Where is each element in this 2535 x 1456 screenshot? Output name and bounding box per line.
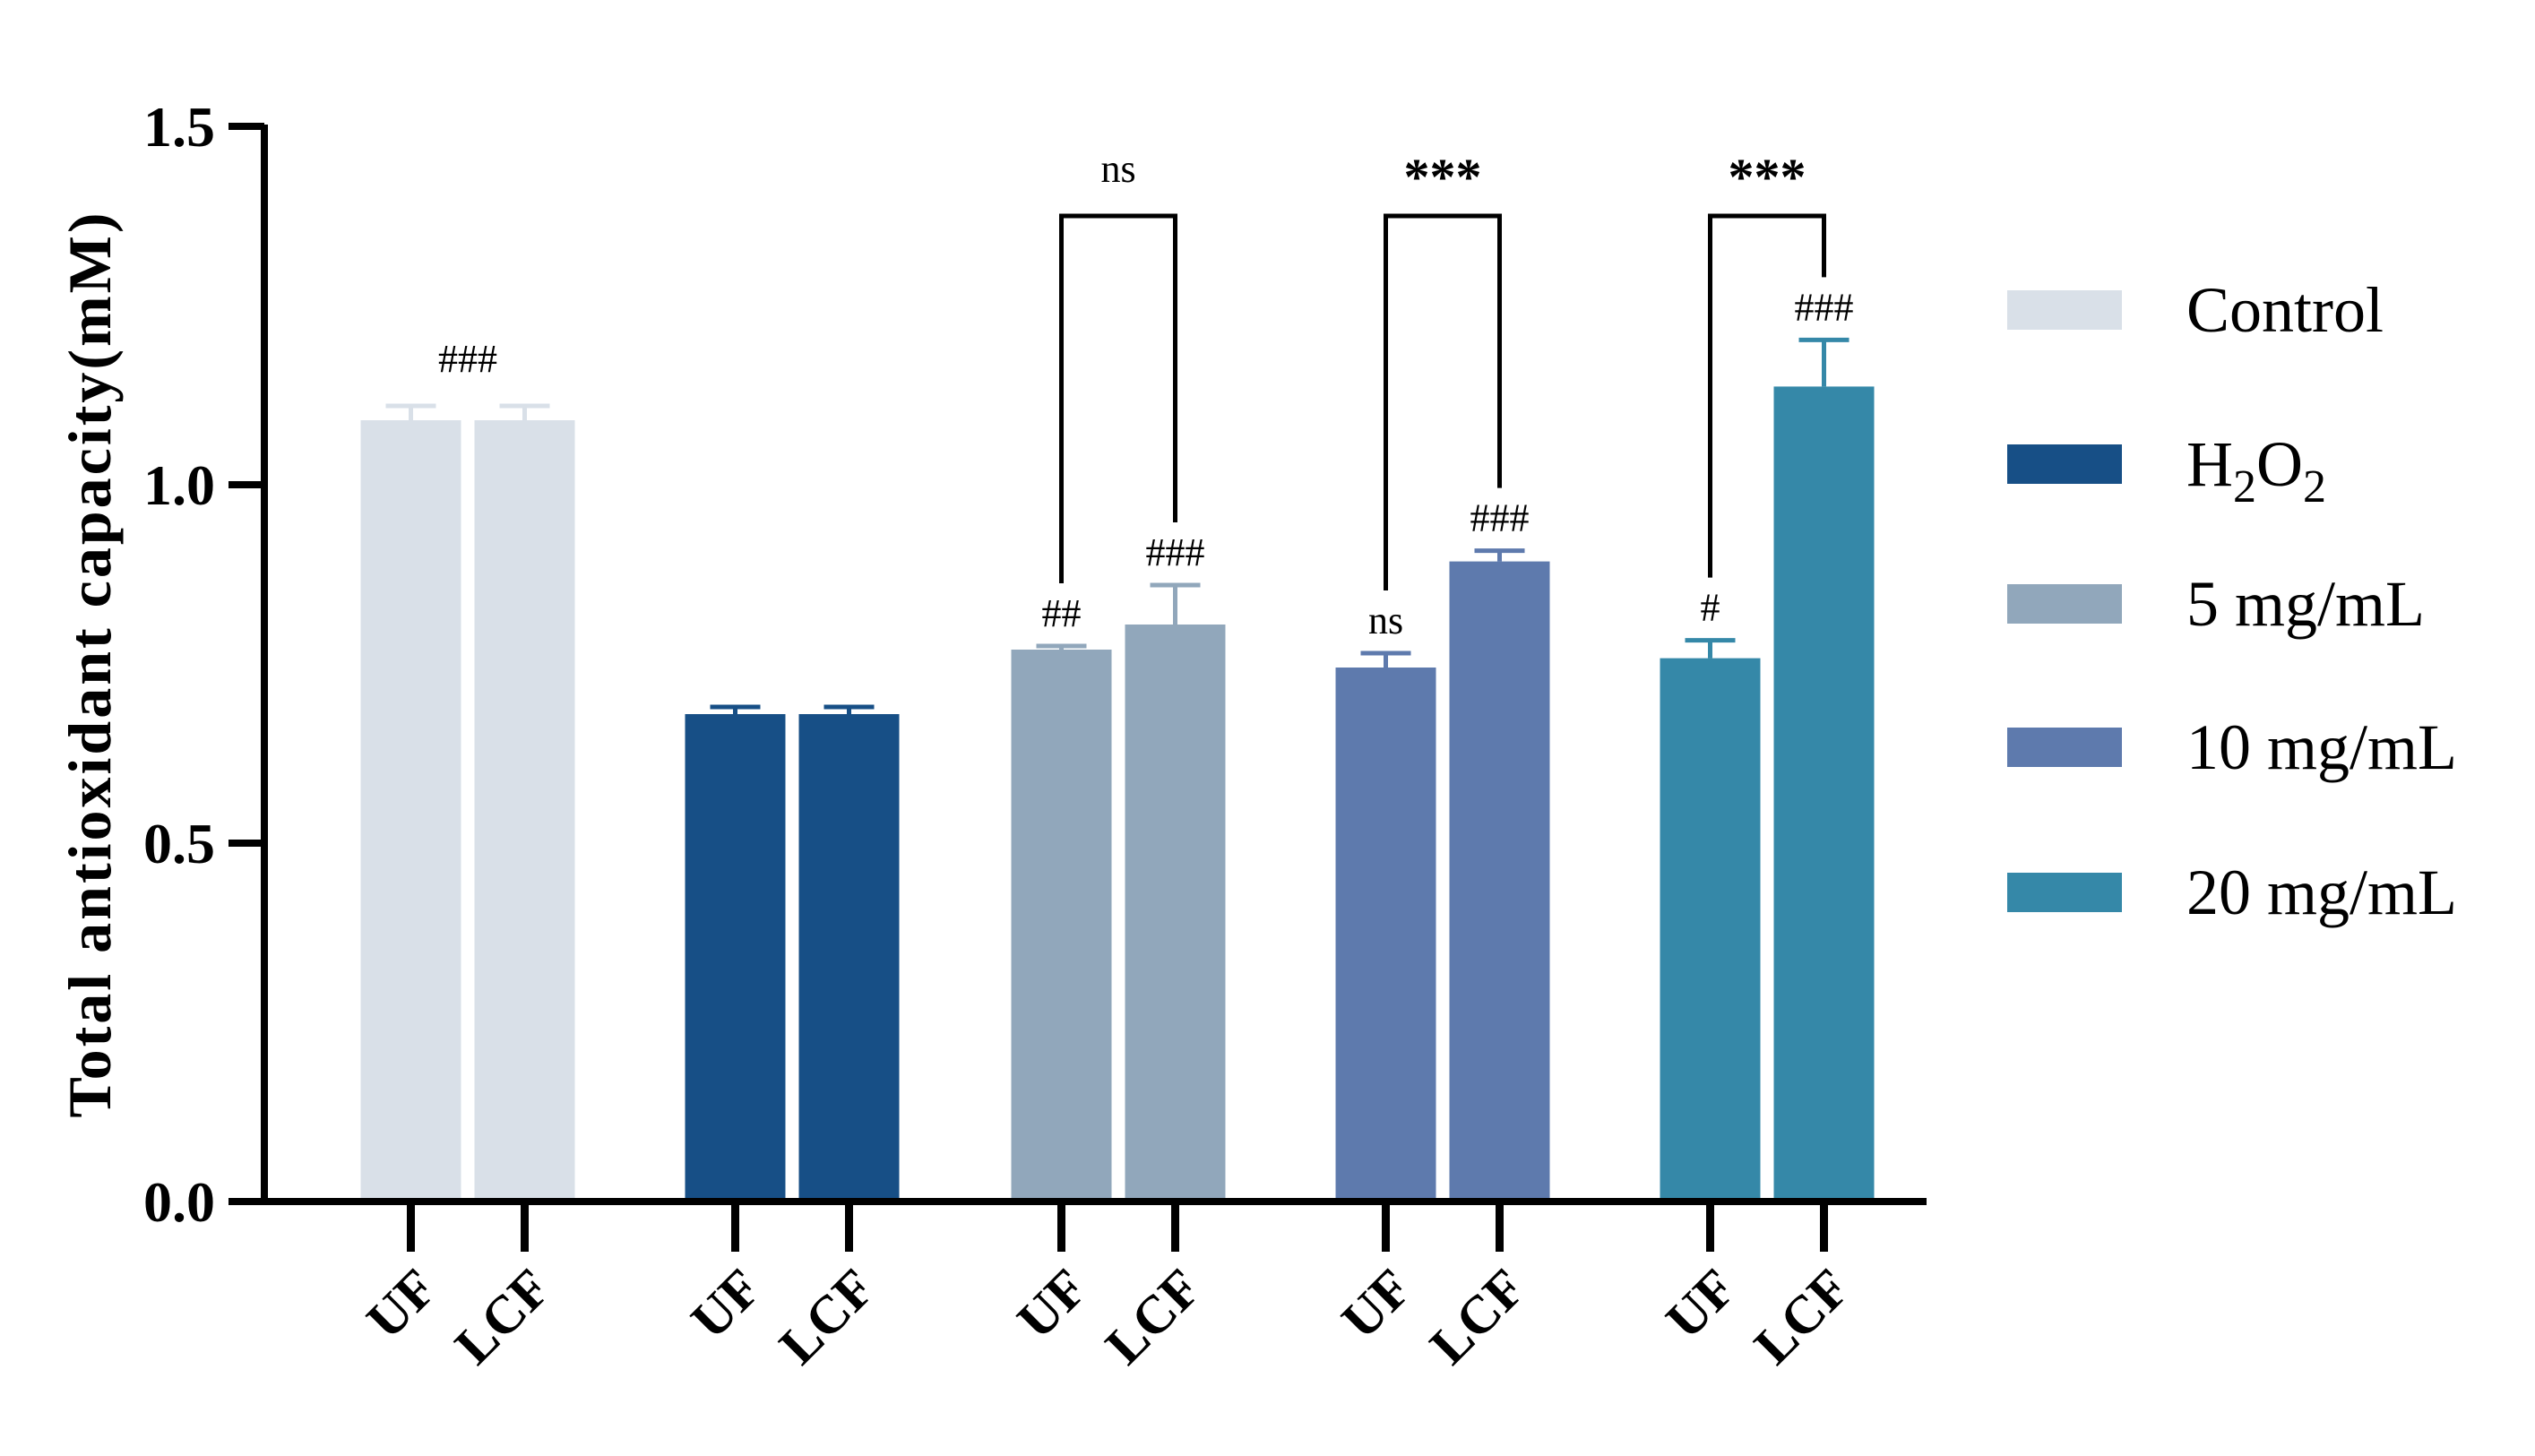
bar-annotation: # bbox=[1701, 586, 1720, 630]
bar bbox=[1125, 625, 1226, 1198]
bar bbox=[798, 714, 900, 1198]
legend-swatch bbox=[2007, 584, 2122, 624]
legend-swatch bbox=[2007, 728, 2122, 767]
legend: Control H2O2 5 mg/mL 10 mg/mL 20 mg/mL bbox=[2007, 274, 2457, 928]
annotations: ########ns#######ns *** *** bbox=[438, 147, 1854, 642]
bar-annotation: ### bbox=[1795, 285, 1854, 329]
group-annotation: ### bbox=[438, 337, 497, 381]
comparison-label: *** bbox=[1729, 148, 1806, 206]
bar-annotation: ## bbox=[1042, 591, 1082, 635]
y-tick-label: 1.0 bbox=[143, 453, 215, 517]
bar-annotation: ns bbox=[1368, 599, 1403, 642]
legend-swatch bbox=[2007, 290, 2122, 330]
legend-swatch bbox=[2007, 873, 2122, 912]
x-tick-label: UF bbox=[679, 1258, 772, 1350]
bar bbox=[474, 420, 575, 1198]
bar bbox=[1011, 650, 1112, 1198]
y-axis-label: Total antioxidant capacity(mM) bbox=[56, 210, 124, 1117]
bar bbox=[1660, 658, 1761, 1198]
x-tick-label: UF bbox=[1330, 1258, 1422, 1350]
bar bbox=[1773, 386, 1875, 1198]
x-tick-label: UF bbox=[355, 1258, 447, 1350]
bar bbox=[360, 420, 461, 1198]
comparison-bracket bbox=[1059, 213, 1177, 583]
x-tick-label: UF bbox=[1654, 1258, 1746, 1350]
x-tick-label: LCF bbox=[1743, 1258, 1861, 1376]
x-tick-label: LCF bbox=[1418, 1258, 1537, 1376]
legend-label: 10 mg/mL bbox=[2186, 711, 2457, 783]
legend-label: 5 mg/mL bbox=[2186, 568, 2425, 640]
comparison-label: *** bbox=[1404, 148, 1482, 206]
x-tick-label: UF bbox=[1005, 1258, 1098, 1350]
comparison-bracket bbox=[1384, 213, 1502, 590]
bar bbox=[1449, 561, 1550, 1198]
bar-annotation: ### bbox=[1146, 530, 1205, 574]
axes: 0.0 0.5 1.0 1.5 Total antioxidant capacity(m… bbox=[56, 95, 1927, 1375]
y-tick-label: 0.0 bbox=[143, 1170, 215, 1234]
x-tick-label: LCF bbox=[768, 1258, 886, 1376]
comparison-bracket bbox=[1708, 213, 1826, 578]
bar bbox=[1335, 668, 1436, 1198]
bars bbox=[360, 337, 1875, 1198]
legend-label: H2O2 bbox=[2186, 428, 2326, 513]
comparison-label: ns bbox=[1100, 147, 1135, 191]
legend-label: 20 mg/mL bbox=[2186, 857, 2457, 928]
x-tick-label: LCF bbox=[444, 1258, 562, 1376]
legend-label: Control bbox=[2186, 274, 2384, 346]
legend-swatch bbox=[2007, 444, 2122, 484]
y-tick-label: 0.5 bbox=[143, 812, 215, 875]
y-tick-label: 1.5 bbox=[143, 95, 215, 159]
bar bbox=[685, 714, 786, 1198]
bar-annotation: ### bbox=[1470, 496, 1530, 540]
x-tick-label: LCF bbox=[1094, 1258, 1212, 1376]
